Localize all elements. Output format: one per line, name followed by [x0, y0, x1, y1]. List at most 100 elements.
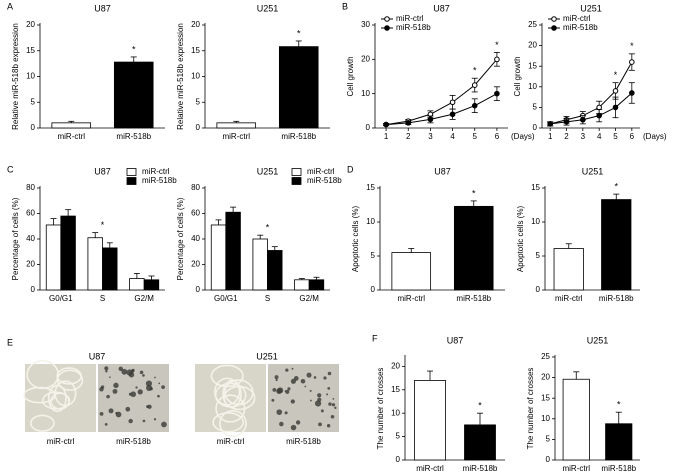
- y-tick-label: 5: [533, 103, 538, 112]
- significance-mark: *: [478, 401, 482, 411]
- bar: [278, 46, 319, 129]
- x-tick-label: 2: [564, 132, 569, 141]
- micrograph: [23, 360, 96, 432]
- cell-cluster: [276, 409, 283, 416]
- tube: [212, 412, 245, 433]
- y-tick-label: 5: [396, 432, 401, 441]
- y-tick-label: 10: [541, 414, 550, 423]
- cell-cluster: [327, 386, 331, 390]
- cell-cluster: [112, 388, 118, 394]
- cell-cluster: [328, 402, 332, 406]
- significance-mark: *: [472, 188, 476, 198]
- cell-cluster: [128, 372, 135, 378]
- significance-mark: *: [297, 28, 301, 38]
- error-bar: [148, 275, 155, 280]
- marker: [596, 112, 602, 119]
- cell-cluster: [284, 411, 288, 415]
- chart-title: U87: [94, 166, 111, 176]
- tube: [214, 382, 247, 408]
- series-line: [550, 92, 633, 125]
- x-tick-label: miR-518b: [281, 132, 316, 141]
- y-tick-label: 10: [361, 89, 370, 98]
- cell-cluster: [326, 393, 329, 396]
- tube: [30, 414, 55, 432]
- chart-title: U251: [257, 166, 279, 176]
- cell-cluster: [290, 399, 295, 404]
- bar: [308, 279, 325, 291]
- chart-title: U87: [94, 3, 111, 13]
- panel-label: A: [7, 1, 13, 11]
- significance-mark: *: [495, 40, 499, 50]
- error-bar: [408, 248, 415, 253]
- cell-cluster: [279, 421, 284, 427]
- significance-mark: *: [614, 70, 618, 80]
- marker: [494, 90, 500, 97]
- y-tick-label: 20: [528, 41, 537, 50]
- bar: [553, 248, 584, 291]
- x-tick-label: 1: [548, 132, 553, 141]
- cell-cluster: [99, 412, 104, 416]
- cell-cluster: [145, 384, 153, 391]
- cell-cluster: [272, 387, 277, 392]
- legend-label: miR-ctrl: [563, 14, 591, 23]
- y-axis-label: The number of crosses: [376, 368, 385, 450]
- x-axis-label: (Days): [643, 132, 667, 141]
- cell-cluster: [330, 414, 335, 419]
- x-tick-label: G2/M: [134, 294, 154, 303]
- cell-cluster: [290, 378, 296, 384]
- x-tick-label: miR-ctrl: [397, 294, 425, 303]
- y-tick-label: 20: [191, 20, 200, 29]
- marker: [547, 121, 553, 127]
- x-tick-label: G2/M: [299, 294, 319, 303]
- cell-cluster: [300, 378, 306, 384]
- bar: [45, 224, 62, 291]
- x-tick-label: miR-ctrl: [555, 294, 583, 303]
- bar: [129, 278, 145, 291]
- cell-cluster: [274, 375, 279, 380]
- cell-cluster: [314, 400, 322, 407]
- panel-label: F: [372, 333, 378, 343]
- legend-marker: [551, 16, 557, 22]
- tube: [23, 386, 57, 404]
- chart-title: U251: [582, 166, 604, 176]
- y-tick-label: 15: [541, 393, 550, 402]
- cell-cluster: [108, 408, 114, 414]
- x-tick-label: 1: [384, 132, 389, 141]
- y-tick-label: 5: [196, 97, 201, 106]
- tube: [215, 394, 246, 423]
- cell-cluster: [320, 409, 324, 413]
- x-tick-label: 3: [581, 132, 586, 141]
- y-tick-label: 20: [391, 361, 400, 370]
- chart-title: U87: [434, 166, 451, 176]
- chart-title: U251: [587, 335, 609, 345]
- error-bar: [470, 200, 477, 207]
- y-axis-label: Apoptotic cells (%): [351, 206, 360, 273]
- cell-cluster: [142, 419, 146, 423]
- x-tick-label: 4: [597, 132, 602, 141]
- legend-marker: [551, 25, 557, 31]
- cell-cluster: [295, 420, 301, 425]
- bar: [51, 122, 92, 129]
- x-tick-label: miR-518b: [456, 294, 491, 303]
- micrograph: [195, 364, 266, 437]
- y-tick-label: 80: [191, 183, 200, 192]
- significance-mark: *: [630, 41, 634, 51]
- error-bar: [613, 193, 620, 200]
- y-tick-label: 0: [31, 123, 36, 132]
- x-tick-label: 2: [406, 132, 411, 141]
- cell-cluster: [317, 393, 322, 398]
- cell-cluster: [130, 391, 137, 398]
- chart-title: U87: [447, 335, 464, 345]
- cell-cluster: [99, 387, 104, 392]
- bar: [113, 61, 154, 129]
- micrograph: [98, 364, 169, 432]
- cell-cluster: [121, 368, 128, 375]
- error-bar: [257, 234, 264, 239]
- y-tick-label: 20: [361, 54, 370, 63]
- marker: [427, 116, 434, 123]
- y-tick-label: 60: [191, 209, 200, 218]
- cell-cluster: [157, 394, 160, 398]
- marker: [494, 56, 500, 63]
- cell-cluster: [106, 394, 110, 399]
- y-tick-label: 15: [391, 385, 400, 394]
